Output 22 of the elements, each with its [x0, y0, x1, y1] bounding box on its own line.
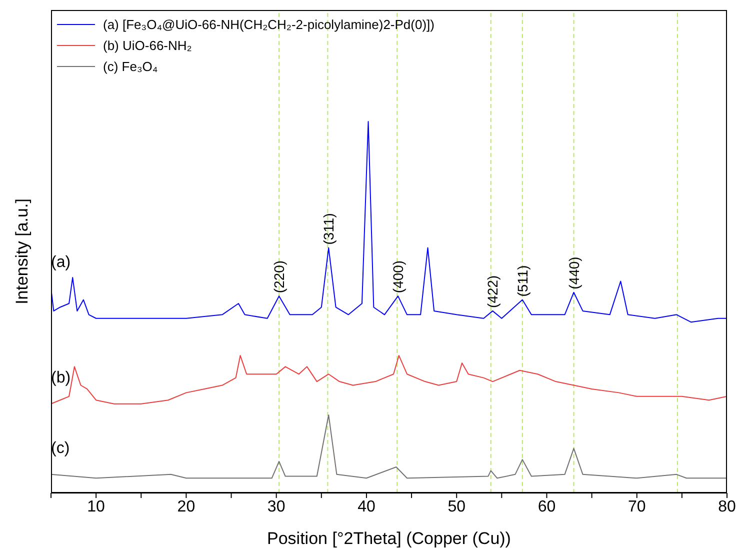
x-tick-label: 40 — [358, 498, 376, 516]
annotation: (422) — [484, 275, 501, 308]
annotation: (220) — [271, 260, 288, 294]
x-tick-label: 80 — [718, 498, 736, 516]
x-tick-label: 60 — [538, 498, 556, 516]
annotation: (440) — [566, 256, 582, 290]
x-axis-title: Position [°2Theta] (Copper (Cu)) — [267, 529, 511, 548]
x-tick-label: 50 — [448, 498, 466, 516]
annotation: (311) — [320, 213, 337, 245]
x-tick-label: 10 — [87, 498, 106, 516]
legend-label: (a) [Fe₃O₄@UiO-66-NH(CH₂CH₂-2-picolylamine)2-Pd(0)]) — [103, 17, 434, 32]
x-tick-label: 30 — [267, 498, 286, 516]
x-tick-label: 20 — [177, 498, 196, 516]
legend-label: (c) Fe₃O₄ — [103, 59, 158, 74]
annotation: (b) — [51, 369, 71, 386]
y-axis-title: Intensity [a.u.] — [12, 198, 32, 304]
annotation: (c) — [51, 440, 70, 457]
annotation: (511) — [514, 265, 530, 297]
x-tick-label: 70 — [628, 498, 646, 516]
annotation: (400) — [390, 260, 406, 294]
annotation: (a) — [51, 254, 71, 272]
legend-label: (b) UiO-66-NH₂ — [103, 38, 192, 53]
